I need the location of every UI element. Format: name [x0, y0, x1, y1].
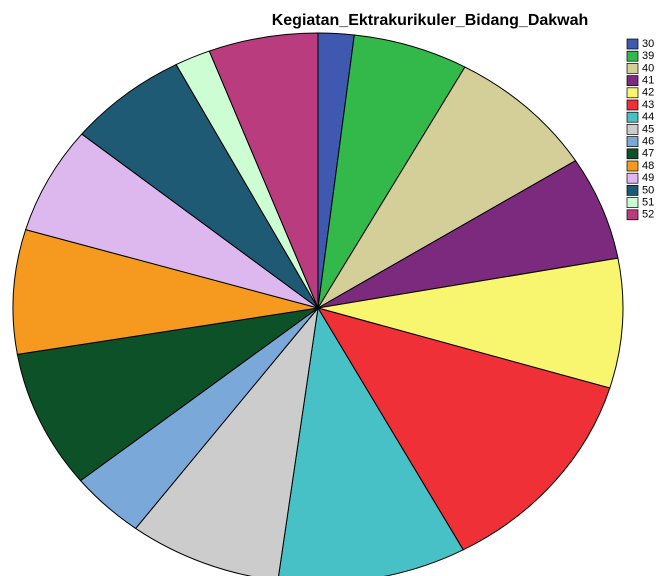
legend-label: 52: [642, 209, 654, 221]
pie-slice: [316, 307, 611, 551]
legend-label: 45: [642, 123, 654, 135]
legend-swatch: [626, 75, 639, 86]
legend-label: 39: [642, 50, 654, 62]
pie-slice: [81, 63, 319, 309]
pie-slice: [317, 159, 619, 309]
legend-swatch: [626, 160, 639, 172]
legend-swatch: [626, 148, 639, 160]
legend-label: 41: [642, 75, 654, 87]
legend-swatch: [626, 209, 639, 221]
pie-slice: [317, 66, 577, 309]
pie-slice: [317, 34, 466, 309]
legend-label: 30: [642, 38, 654, 50]
pie-slice: [12, 229, 319, 355]
legend-swatch: [626, 124, 639, 135]
legend-label: 40: [642, 62, 654, 74]
legend-swatch: [626, 172, 639, 184]
legend-swatch: [626, 136, 639, 147]
legend-swatch: [626, 87, 639, 99]
legend-label: 46: [642, 136, 654, 148]
legend-label: 44: [642, 111, 654, 123]
pie-slice: [25, 133, 319, 309]
legend-swatch: [626, 99, 639, 111]
legend-swatch: [626, 63, 639, 74]
legend-label: 42: [642, 87, 654, 99]
legend-label: 49: [642, 172, 654, 184]
legend-label: 43: [642, 99, 654, 111]
legend-label: 47: [642, 148, 654, 160]
legend-swatch: [626, 185, 639, 196]
pie-slice: [134, 306, 319, 576]
legend-swatch: [626, 38, 639, 50]
legend-swatch: [626, 111, 639, 123]
legend-label: 50: [642, 184, 654, 196]
pie-slice: [16, 307, 319, 482]
pie-slice: [208, 32, 319, 309]
chart-title: Kegiatan_Ektrakurikuler_Bidang_Dakwah: [272, 12, 589, 29]
legend-label: 48: [642, 160, 654, 172]
pie-slice: [278, 306, 464, 576]
legend-label: 51: [642, 197, 654, 209]
pie-slice: [317, 257, 624, 389]
legend-swatch: [626, 197, 639, 208]
legend-swatch: [626, 50, 639, 62]
